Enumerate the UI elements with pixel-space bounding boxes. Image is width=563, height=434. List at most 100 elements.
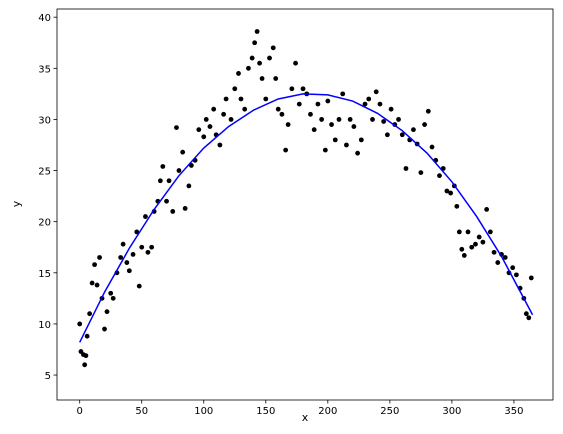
y-tick-label: 5 <box>45 371 51 382</box>
point <box>102 326 107 332</box>
point <box>82 362 88 368</box>
point <box>344 142 349 148</box>
point <box>176 168 182 173</box>
point <box>296 101 302 107</box>
point <box>87 311 93 317</box>
point <box>228 117 234 122</box>
point <box>429 144 435 150</box>
point <box>174 125 179 131</box>
x-tick-label: 0 <box>77 406 83 417</box>
point <box>322 147 328 153</box>
point <box>422 122 427 127</box>
point <box>92 262 97 268</box>
point <box>351 124 357 129</box>
point <box>157 178 163 184</box>
point <box>275 106 281 112</box>
point <box>373 89 379 95</box>
point <box>461 253 467 258</box>
point <box>336 117 342 122</box>
x-axis-label: x <box>302 411 309 424</box>
point <box>285 122 291 127</box>
x-tick-label: 250 <box>380 406 399 417</box>
point <box>130 251 136 257</box>
point <box>83 353 89 359</box>
point <box>347 117 353 122</box>
point <box>444 188 450 194</box>
point <box>340 91 346 97</box>
point <box>160 164 166 169</box>
point <box>526 315 532 321</box>
point <box>232 86 238 92</box>
point <box>469 244 475 250</box>
point <box>149 244 155 250</box>
point <box>273 76 279 81</box>
point <box>502 255 508 260</box>
y-tick-label: 35 <box>38 64 51 75</box>
point <box>126 268 132 274</box>
point <box>242 106 248 112</box>
point <box>223 96 229 102</box>
point <box>418 170 424 175</box>
point <box>355 150 361 156</box>
point <box>289 86 295 92</box>
point <box>465 229 471 235</box>
point <box>388 106 394 112</box>
point <box>425 108 431 114</box>
point <box>366 96 372 102</box>
point <box>196 127 202 133</box>
point <box>311 127 317 133</box>
point <box>207 124 213 129</box>
point <box>403 166 409 171</box>
point <box>399 132 405 138</box>
x-tick-label: 350 <box>504 406 523 417</box>
point <box>182 205 188 211</box>
point <box>473 241 478 247</box>
point <box>110 295 116 301</box>
point <box>381 119 387 124</box>
point <box>238 96 244 102</box>
point <box>510 265 516 271</box>
point <box>203 117 209 122</box>
point <box>279 111 285 117</box>
point <box>236 71 241 76</box>
point <box>143 214 148 219</box>
point <box>136 283 142 289</box>
point <box>411 127 416 133</box>
point <box>201 134 207 140</box>
point <box>459 246 465 252</box>
point <box>217 142 223 148</box>
point <box>211 106 217 112</box>
point <box>270 45 276 51</box>
point <box>145 249 151 255</box>
point <box>170 209 176 214</box>
point <box>362 101 368 107</box>
point <box>495 260 501 265</box>
point <box>94 282 100 288</box>
point <box>329 122 334 127</box>
point <box>293 60 298 66</box>
point <box>186 183 192 189</box>
point <box>384 132 390 138</box>
point <box>221 111 227 117</box>
y-tick-label: 15 <box>38 269 51 280</box>
point <box>487 229 493 235</box>
y-tick-label: 25 <box>38 167 51 178</box>
point <box>77 321 83 327</box>
point <box>89 280 95 286</box>
point <box>259 76 265 81</box>
y-tick-label: 30 <box>38 115 51 126</box>
point <box>319 117 325 122</box>
y-axis-label: y <box>10 200 23 207</box>
point <box>267 55 272 61</box>
point <box>180 149 186 155</box>
point <box>124 260 130 265</box>
point <box>104 309 110 315</box>
point <box>377 101 383 107</box>
y-tick-label: 10 <box>38 320 51 331</box>
point <box>528 275 534 281</box>
point <box>396 117 401 122</box>
point <box>308 111 313 117</box>
point <box>283 147 289 153</box>
point <box>448 190 454 196</box>
